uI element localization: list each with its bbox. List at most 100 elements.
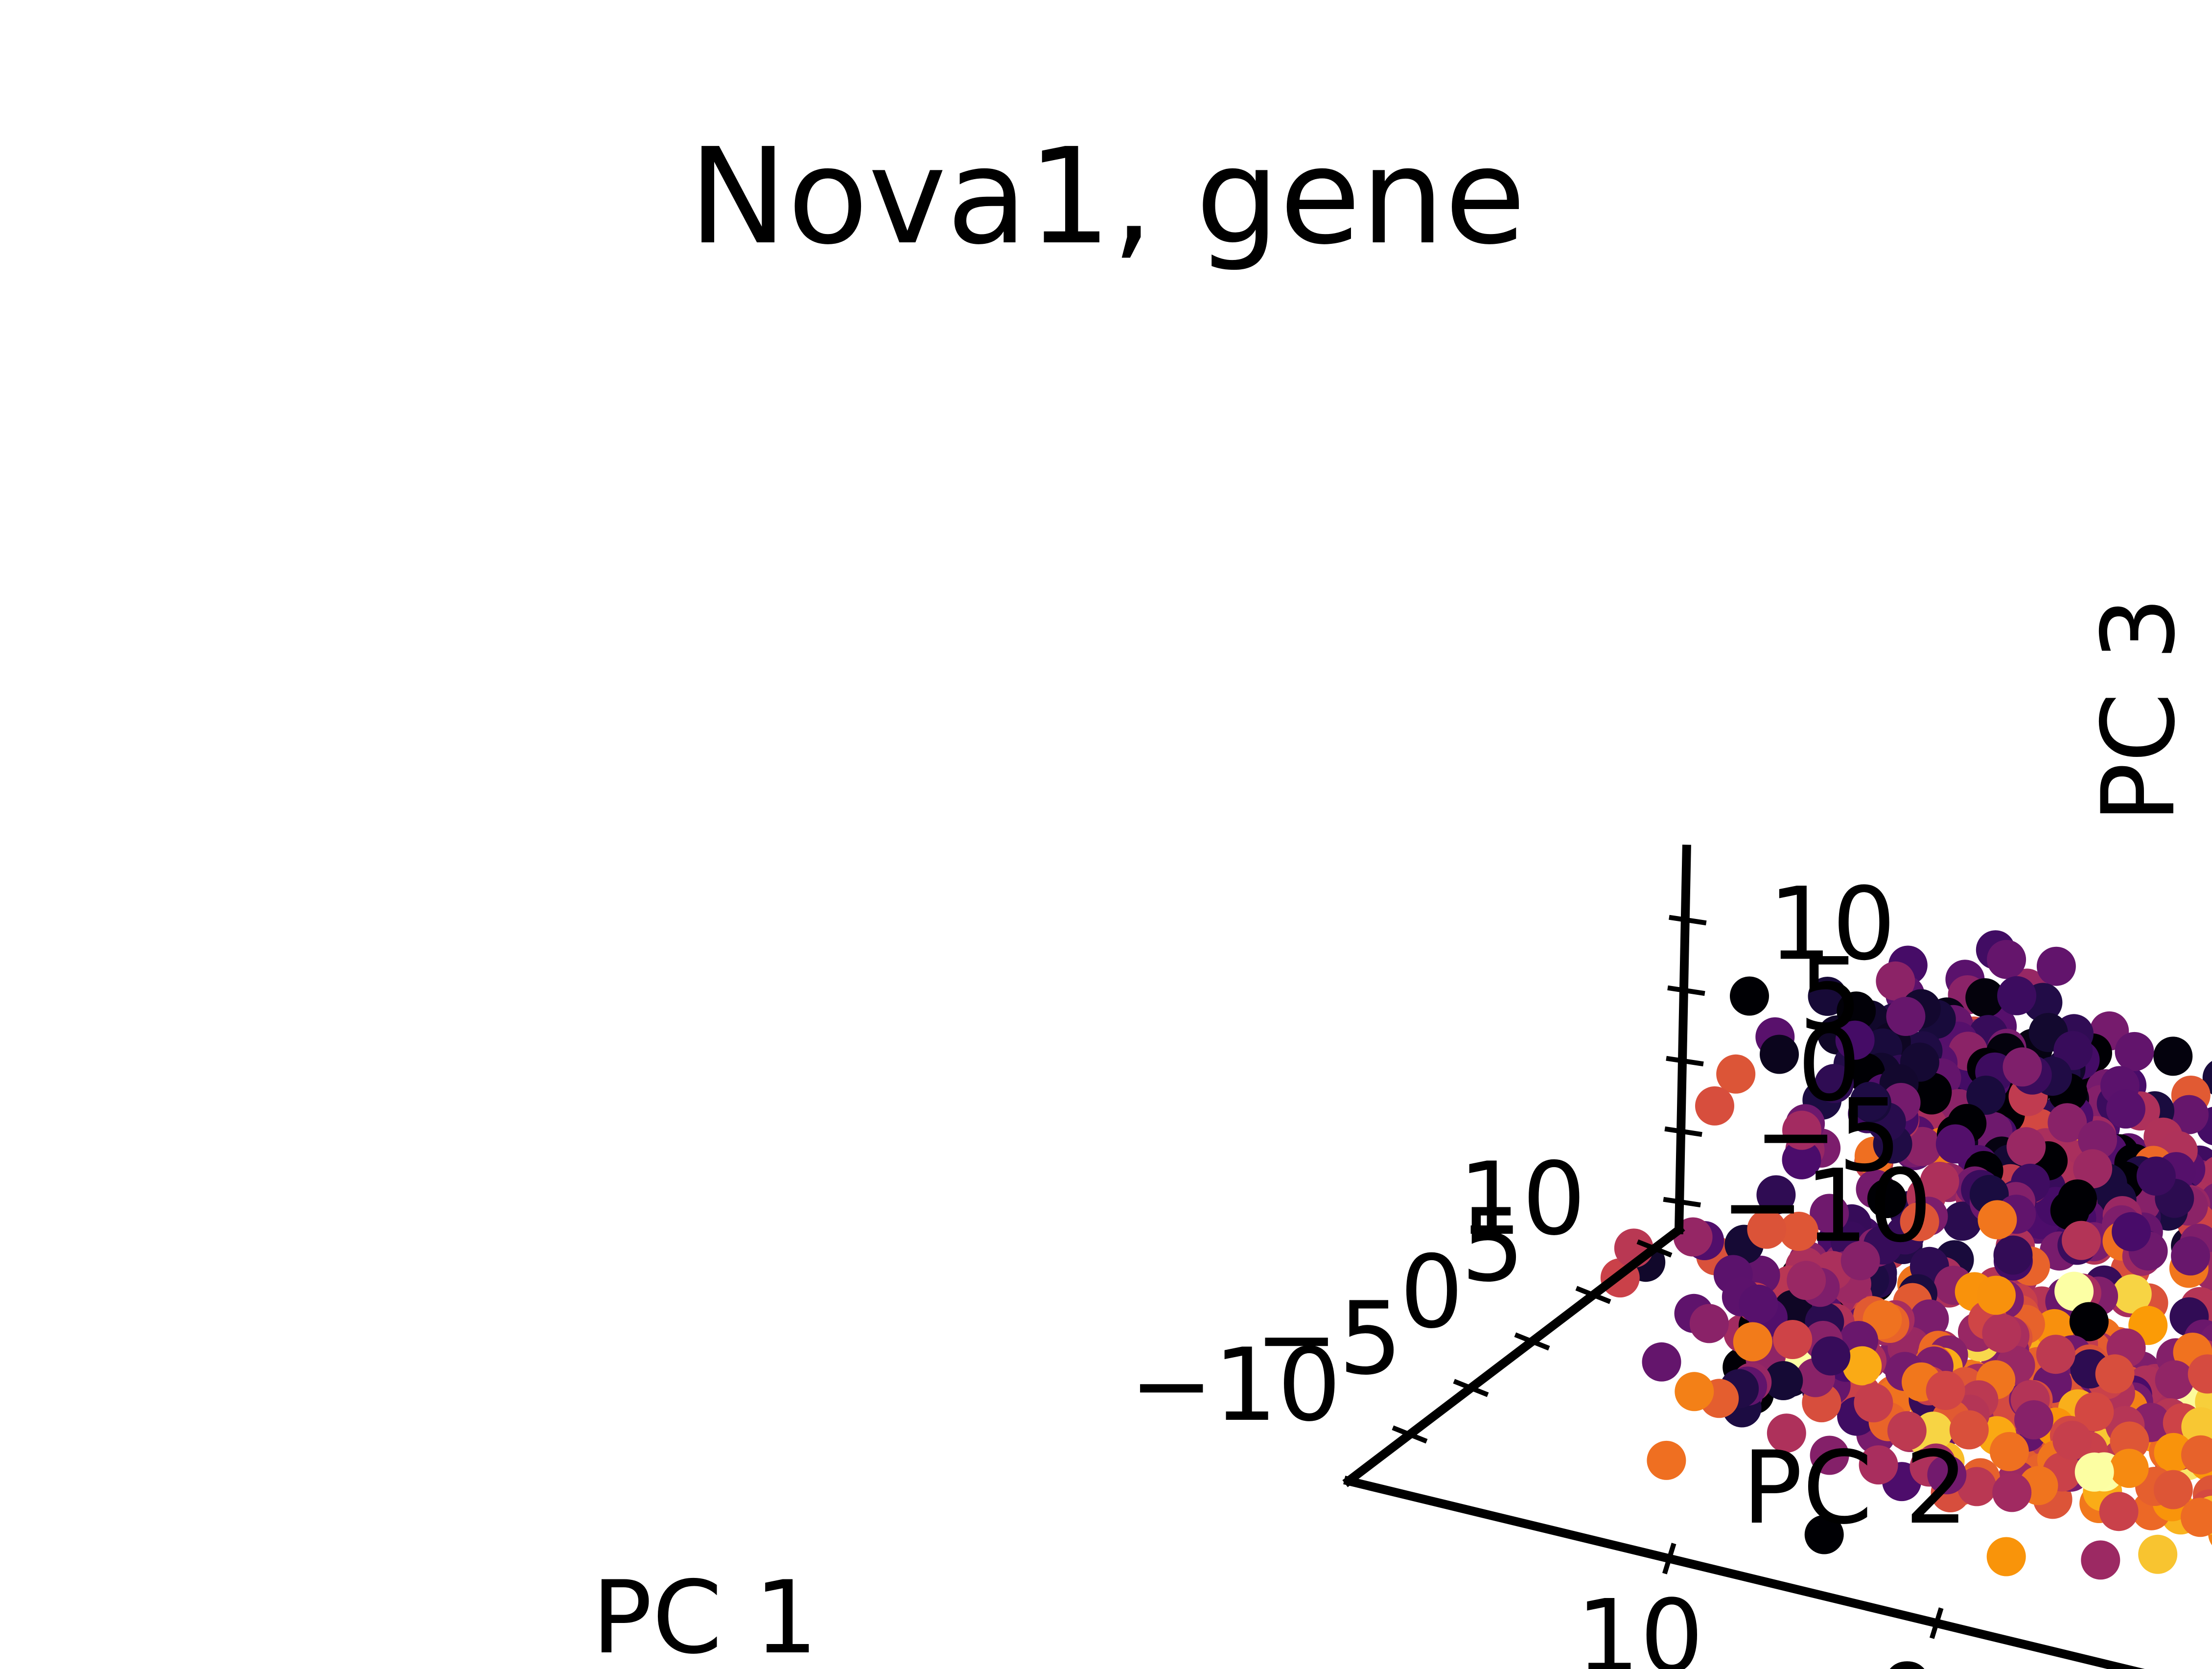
scatter-point (2181, 1498, 2212, 1537)
scatter-point (1767, 1413, 1806, 1453)
scatter-point (2073, 1149, 2113, 1189)
scatter-point (1756, 1175, 1796, 1215)
y-tick-label: −5 (1255, 1281, 1402, 1397)
scatter-point (2036, 1335, 2075, 1374)
scatter-point (1739, 1284, 1778, 1324)
scatter-point (1965, 978, 2005, 1017)
scatter-point (1920, 1162, 1959, 1201)
z-tick-label: 0 (1797, 1007, 1861, 1124)
scatter-point (1986, 1537, 2026, 1576)
z-tick-label: −5 (1754, 1078, 1902, 1194)
scatter-point (2188, 1354, 2212, 1394)
scatter-point (1997, 976, 2037, 1015)
scatter-point (2115, 1032, 2154, 1071)
scatter-point (2169, 1095, 2209, 1134)
scatter-point (1837, 991, 1876, 1031)
scatter-point (1835, 1020, 1875, 1060)
scatter-point (1815, 1064, 1854, 1104)
y-tick-label: 0 (1400, 1234, 1464, 1351)
scatter-point (2112, 1274, 2152, 1314)
scatter-point (2155, 1360, 2194, 1400)
x-axis-line (1343, 1476, 2145, 1669)
scatter-point (2006, 1127, 2046, 1167)
scatter-point (1804, 1515, 1844, 1554)
scatter-point (1900, 1202, 1939, 1242)
z-axis-tick (1669, 915, 1707, 926)
scatter-point (1689, 1304, 1729, 1343)
scatter-point (2014, 1400, 2053, 1439)
scatter-point (2069, 1302, 2109, 1341)
y-axis-label: PC 2 (1742, 1430, 1968, 1547)
scatter-point (2062, 1221, 2101, 1260)
x-tick-label: 0 (1875, 1643, 1939, 1669)
y-axis-tick (1636, 1239, 1673, 1258)
z-axis-tick (1667, 985, 1705, 996)
scatter-point (1876, 961, 1915, 1001)
scatter-point (2052, 1420, 2092, 1460)
scatter-point (2095, 1354, 2135, 1394)
scatter-point (1867, 1179, 1907, 1219)
x-tick-label: 10 (1576, 1578, 1704, 1669)
scatter-point (1966, 1076, 2006, 1115)
scatter-point (1733, 1322, 1772, 1362)
scatter-point (1716, 1054, 1756, 1094)
scatter-point (1850, 1081, 1889, 1121)
y-axis-tick (1575, 1286, 1611, 1304)
scatter-point (2106, 1089, 2145, 1129)
scatter-point (1903, 1127, 1942, 1166)
y-axis-tick (1392, 1425, 1428, 1444)
scatter-point (1935, 1124, 1975, 1164)
scatter-point (1779, 1212, 1818, 1251)
scatter-point (1811, 1336, 1851, 1376)
z-axis-tick (1663, 1197, 1701, 1208)
scatter-point (1760, 1034, 1799, 1074)
scatter-point (1647, 1440, 1686, 1480)
y-tick-label: 5 (1461, 1188, 1525, 1304)
scatter-point (1842, 1346, 1882, 1386)
scatter-point (1978, 1200, 2017, 1240)
y-tick-label: −10 (1129, 1327, 1341, 1444)
scatter-point (1810, 1194, 1849, 1233)
scatter-point (2099, 1492, 2139, 1531)
scatter-point (2136, 1156, 2176, 1196)
scatter-point (1912, 1072, 1952, 1112)
scatter-point (1927, 1455, 1967, 1495)
scatter-point (2153, 1036, 2193, 1076)
scatter-point (2002, 1047, 2042, 1087)
z-tick-label: −10 (1721, 1148, 1933, 1265)
scatter-point (2112, 1212, 2151, 1251)
x-axis-tick (1662, 1543, 1676, 1575)
scatter-point (1909, 1299, 1949, 1339)
scatter-point (1926, 1371, 1965, 1410)
scatter-point (1886, 997, 1926, 1036)
z-axis-label: PC 3 (2081, 597, 2197, 823)
scatter-point (2171, 1236, 2211, 1276)
scatter-point (1989, 1432, 2029, 1471)
scatter-point (1787, 1261, 1826, 1300)
scatter-point (1992, 1473, 2032, 1512)
z-axis-line (1674, 845, 1691, 1235)
scatter-points (1600, 930, 2212, 1580)
scatter-point (1773, 1320, 1813, 1359)
scatter-point (1730, 976, 1769, 1016)
scatter-point (1764, 1361, 1803, 1400)
scatter-point (2058, 1179, 2097, 1219)
scatter-point (2109, 1449, 2149, 1488)
x-axis-tick (1929, 1607, 1944, 1639)
z-axis-tick (1664, 1126, 1702, 1137)
scatter-point (1695, 1086, 1734, 1126)
y-axis-line (1342, 1223, 1685, 1487)
scatter-point (1782, 1110, 1821, 1150)
scatter-point (1887, 1411, 1927, 1451)
scatter-point (2081, 1540, 2120, 1580)
scatter-point (2074, 1392, 2114, 1432)
chart-title: Nova1, gene (689, 119, 1526, 274)
scatter-point (1957, 1467, 1997, 1506)
z-axis-tick (1666, 1056, 1704, 1067)
z-tick-label: 5 (1799, 937, 1863, 1053)
scatter-point (1854, 1383, 1893, 1423)
y-tick-label: 10 (1458, 1141, 1586, 1258)
scatter-point (2078, 1120, 2118, 1160)
